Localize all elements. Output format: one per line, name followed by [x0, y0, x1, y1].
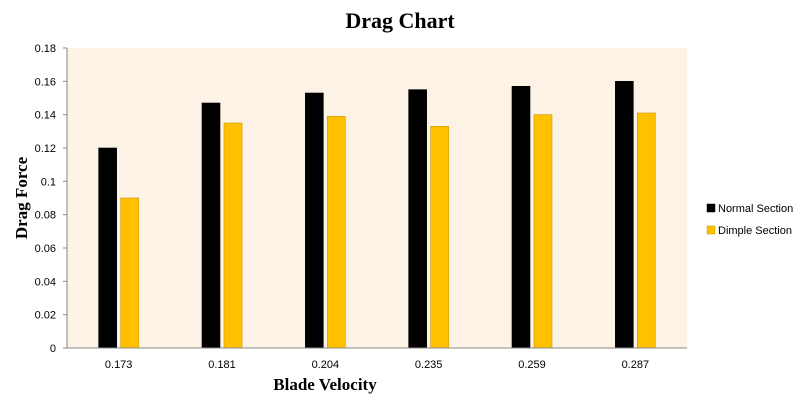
bar-dimple-section — [223, 122, 243, 349]
y-tick-label: 0.02 — [35, 310, 56, 322]
y-tick-label: 0.12 — [35, 143, 56, 155]
y-tick-label: 0.14 — [35, 110, 56, 122]
bars-group — [98, 81, 656, 349]
x-tick-label: 0.287 — [622, 359, 650, 371]
y-ticks-group: 0 0.02 0.04 0.06 0.08 0.1 0.12 0.14 0.16 0.18 — [35, 43, 67, 355]
y-tick-label: 0.18 — [35, 43, 56, 55]
x-axis-title: Blade Velocity — [273, 375, 377, 394]
bar-normal-section — [511, 86, 531, 349]
legend-label: Normal Section — [718, 203, 793, 215]
y-tick-label: 0.04 — [35, 276, 56, 288]
y-tick-label: 0.1 — [41, 176, 56, 188]
y-tick-label: 0 — [50, 343, 56, 355]
bar-dimple-section — [430, 126, 449, 349]
bar-normal-section — [201, 102, 221, 349]
legend-swatch — [706, 225, 716, 235]
x-tick-label: 0.204 — [312, 359, 340, 371]
legend: Normal Section Dimple Section — [706, 203, 793, 237]
bar-dimple-section — [120, 197, 139, 349]
y-tick-label: 0.08 — [35, 210, 56, 222]
bar-normal-section — [305, 92, 324, 349]
x-tick-label: 0.173 — [105, 359, 133, 371]
y-tick-label: 0.06 — [35, 243, 56, 255]
legend-swatch — [706, 203, 716, 213]
plot-area — [67, 48, 687, 348]
bar-normal-section — [98, 147, 117, 349]
bar-dimple-section — [327, 116, 346, 349]
bar-normal-section — [408, 89, 427, 349]
x-tick-label: 0.259 — [518, 359, 546, 371]
y-axis-title: Drag Force — [12, 156, 31, 239]
bar-dimple-section — [637, 112, 656, 349]
x-ticks-group: 0.173 0.181 0.204 0.235 0.259 0.287 — [105, 359, 649, 371]
x-tick-label: 0.181 — [208, 359, 236, 371]
legend-label: Dimple Section — [718, 225, 792, 237]
y-tick-label: 0.16 — [35, 76, 56, 88]
chart-title: Drag Chart — [345, 8, 455, 33]
bar-normal-section — [615, 81, 634, 349]
x-tick-label: 0.235 — [415, 359, 443, 371]
bar-dimple-section — [533, 114, 553, 349]
